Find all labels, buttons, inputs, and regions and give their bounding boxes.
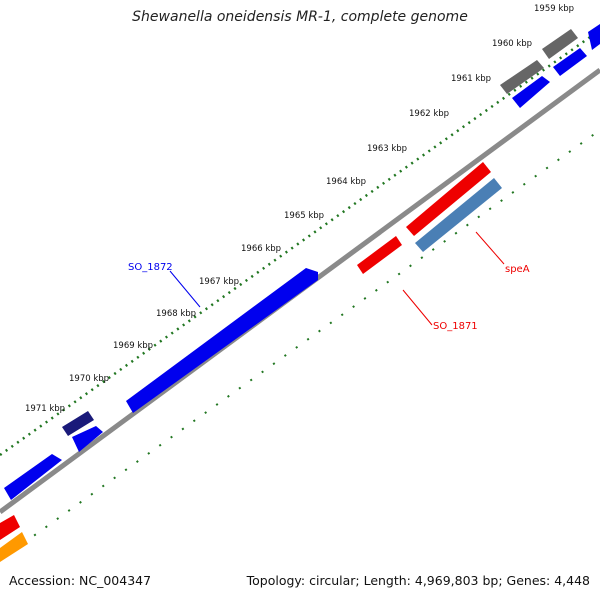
- accession-text: Accession: NC_004347: [9, 573, 152, 588]
- gene-so1871[interactable]: [357, 236, 402, 274]
- gene-label-so1872[interactable]: SO_1872: [128, 262, 173, 273]
- tick-label-1961: 1961 kbp: [451, 74, 491, 84]
- inner-tick-track: [0, 129, 600, 561]
- tick-label-1962: 1962 kbp: [409, 109, 449, 119]
- tick-label-1971: 1971 kbp: [25, 404, 65, 414]
- tick-label-1965: 1965 kbp: [284, 211, 324, 221]
- tick-label-1964: 1964 kbp: [326, 177, 366, 187]
- page-title: Shewanella oneidensis MR-1, complete gen…: [132, 9, 468, 25]
- gene-blue-1971[interactable]: [72, 426, 103, 452]
- so1871-callout-line: [402, 289, 433, 326]
- tick-label-1959: 1959 kbp: [534, 4, 574, 14]
- gene-spea[interactable]: [406, 162, 491, 236]
- gene-orange-left[interactable]: [0, 532, 28, 562]
- gene-blue-1961[interactable]: [512, 76, 550, 108]
- tick-label-1967: 1967 kbp: [199, 277, 239, 287]
- gene-navy-1971[interactable]: [62, 411, 94, 436]
- gene-label-so1871[interactable]: SO_1871: [433, 321, 478, 332]
- gene-red-left[interactable]: [0, 515, 20, 540]
- tick-label-1970: 1970 kbp: [69, 374, 109, 384]
- so1872-callout-line: [169, 270, 201, 308]
- spea-callout-line: [475, 231, 505, 265]
- genome-summary-text: Topology: circular; Length: 4,969,803 bp…: [246, 573, 590, 588]
- tick-label-1969: 1969 kbp: [113, 341, 153, 351]
- outer-tick-track: [0, 28, 600, 457]
- gene-so1872[interactable]: [126, 268, 318, 413]
- gene-blue-upper-small[interactable]: [553, 48, 587, 76]
- tick-label-1968: 1968 kbp: [156, 309, 196, 319]
- tick-label-1963: 1963 kbp: [367, 144, 407, 154]
- gene-top-right-blue[interactable]: [588, 24, 600, 50]
- gene-gray-upper[interactable]: [542, 29, 578, 59]
- gene-label-spea[interactable]: speA: [505, 264, 530, 275]
- gene-steelblue[interactable]: [415, 178, 502, 252]
- tick-label-1960: 1960 kbp: [492, 39, 532, 49]
- tick-label-1966: 1966 kbp: [241, 244, 281, 254]
- gene-blue-left[interactable]: [4, 454, 62, 500]
- gene-gray-lower[interactable]: [500, 60, 544, 94]
